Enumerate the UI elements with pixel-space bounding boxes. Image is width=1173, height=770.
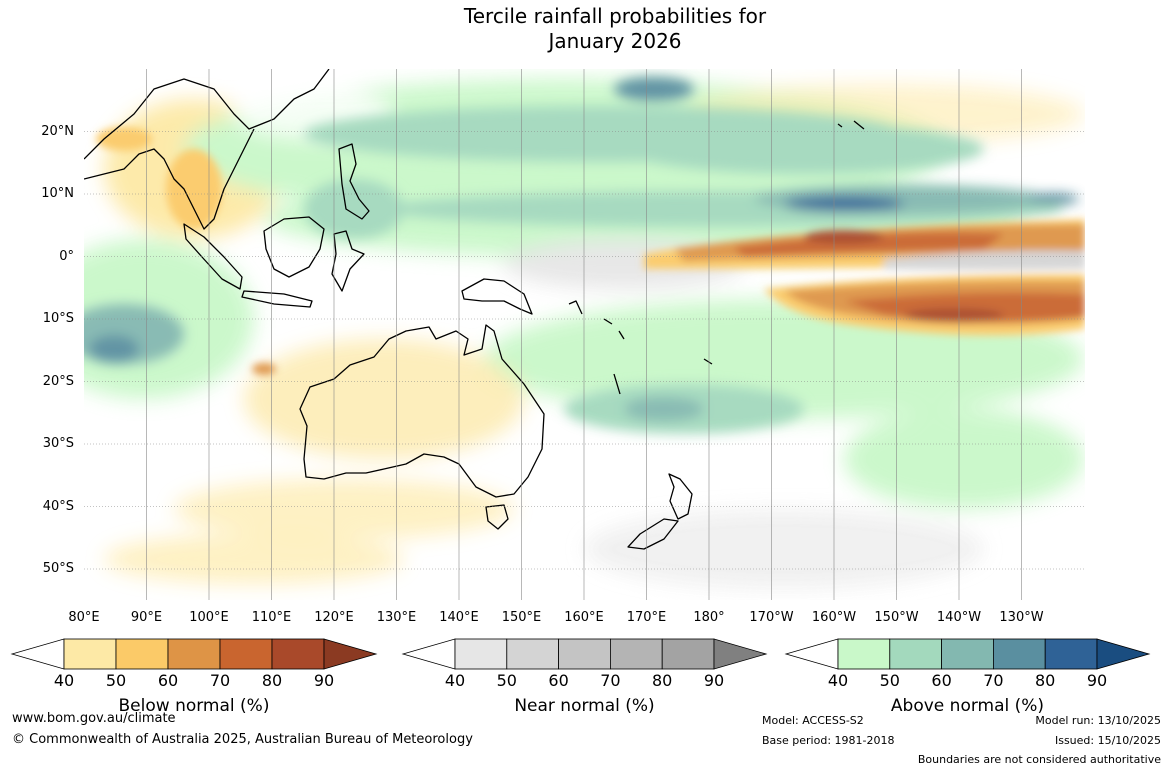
legend-upper-extension	[1096, 638, 1151, 670]
legend-lower-extension	[401, 638, 456, 670]
issued-date: Issued: 15/10/2025	[1054, 734, 1161, 747]
legend-tick-label: 40	[444, 671, 466, 690]
tasmania-outline	[485, 504, 509, 530]
legend-lower-extension	[784, 638, 839, 670]
longitude-label: 140°W	[936, 610, 982, 625]
legend-color-swatch	[941, 638, 994, 670]
legend-colorbar	[10, 638, 378, 670]
java-outline	[241, 290, 313, 308]
legend-tick-label: 80	[652, 671, 673, 690]
copyright-text: © Commonwealth of Australia 2025, Austra…	[12, 732, 473, 747]
boundary-disclaimer: Boundaries are not considered authoritat…	[917, 753, 1161, 766]
legend-tick-label: 90	[313, 671, 335, 690]
longitude-label: 80°E	[68, 610, 100, 625]
latitude-label: 20°S	[42, 373, 74, 389]
longitude-label: 170°W	[749, 610, 794, 625]
philippines-outline	[338, 143, 370, 220]
legend-color-swatch	[889, 638, 943, 670]
legend-color-swatch	[167, 638, 221, 670]
legend-tick-label: 70	[209, 671, 231, 690]
legend-near-normal: 40 50 60 70 80 90 Near normal (%)	[401, 638, 768, 716]
longitude-label: 120°E	[314, 610, 354, 625]
latitude-label: 40°S	[42, 498, 74, 514]
legend-color-swatch	[271, 638, 325, 670]
sumatra-outline	[183, 223, 243, 290]
legend-upper-extension	[323, 638, 378, 670]
longitude-label: 180°	[693, 610, 725, 625]
latitude-label: 50°S	[42, 561, 74, 576]
legend-tick-label: 40	[53, 671, 75, 690]
legend-color-swatch	[506, 638, 560, 670]
longitude-label: 150°E	[501, 610, 542, 625]
map-gridlines	[84, 69, 1085, 600]
map-title-line-1: Tercile rainfall probabilities for	[463, 4, 767, 28]
legend-color-swatch	[454, 638, 508, 670]
legend-tick-label: 80	[1035, 671, 1056, 690]
latitude-label: 20°N	[41, 123, 74, 139]
latitude-label: 30°S	[42, 436, 74, 451]
longitude-label: 100°E	[189, 610, 229, 625]
nz-north-outline	[668, 473, 693, 520]
legend-above-normal: 40 50 60 70 80 90 Above normal (%)	[784, 638, 1151, 716]
longitude-label: 150°W	[874, 610, 919, 625]
legend-below-normal: 40 50 60 70 80 90 Below normal (%)	[10, 638, 378, 716]
longitude-label: 130°E	[376, 610, 417, 625]
legend-color-swatch	[219, 638, 273, 670]
longitude-label: 140°E	[439, 610, 479, 625]
latitude-label: 0°	[59, 248, 74, 264]
legend-tick-label: 80	[261, 671, 283, 690]
australia-outline	[299, 324, 545, 498]
legend-tick-label: 60	[548, 671, 569, 690]
legend-tick-label: 50	[496, 671, 517, 690]
base-period: Base period: 1981-2018	[762, 734, 895, 747]
legend-title: Above normal (%)	[890, 696, 1045, 716]
legend-color-swatch	[609, 638, 663, 670]
longitude-label: 130°W	[999, 610, 1044, 625]
legend-tick-label: 60	[931, 671, 952, 690]
legend-title: Near normal (%)	[514, 696, 655, 716]
probability-shading	[84, 77, 1085, 589]
longitude-label: 160°E	[564, 610, 604, 625]
mainland-asia-outline	[84, 69, 330, 230]
legend-tick-label: 60	[157, 671, 179, 690]
sulawesi-outline	[331, 230, 365, 292]
pacific-islands	[568, 120, 865, 395]
legend-colorbar	[401, 638, 768, 670]
legend-color-swatch	[63, 638, 117, 670]
latitude-label: 10°N	[41, 186, 74, 201]
latitude-label: 10°S	[42, 311, 74, 326]
borneo-outline	[263, 216, 325, 278]
legend-tick-label: 90	[1086, 671, 1108, 690]
map-title-line-2: January 2026	[548, 29, 682, 53]
rainfall-probability-map	[84, 69, 1085, 600]
longitude-label: 160°W	[811, 610, 857, 625]
website-link[interactable]: www.bom.gov.au/climate	[12, 711, 176, 726]
legend-color-swatch	[558, 638, 611, 670]
legend-colorbar	[784, 638, 1151, 670]
legend-lower-extension	[10, 638, 65, 670]
legend-tick-label: 40	[827, 671, 849, 690]
longitude-label: 90°E	[130, 610, 163, 625]
longitude-label: 170°E	[626, 610, 667, 625]
legend-tick-label: 90	[703, 671, 725, 690]
legend-tick-label: 70	[983, 671, 1004, 690]
model-name: Model: ACCESS-S2	[762, 714, 864, 727]
legend-color-swatch	[661, 638, 715, 670]
coastlines	[84, 69, 865, 550]
legend-tick-label: 50	[105, 671, 127, 690]
map-title: Tercile rainfall probabilities for Janua…	[415, 4, 815, 54]
legend-color-swatch	[1044, 638, 1098, 670]
model-run-date: Model run: 13/10/2025	[1035, 714, 1161, 727]
nz-south-outline	[627, 518, 679, 550]
legend-tick-label: 70	[600, 671, 621, 690]
legend-tick-label: 50	[879, 671, 900, 690]
longitude-label: 110°E	[251, 610, 292, 625]
legend-title: Below normal (%)	[118, 696, 270, 716]
legend-color-swatch	[992, 638, 1046, 670]
new-guinea-outline	[461, 278, 533, 315]
legend-color-swatch	[115, 638, 169, 670]
legend-color-swatch	[837, 638, 891, 670]
legend-upper-extension	[713, 638, 768, 670]
